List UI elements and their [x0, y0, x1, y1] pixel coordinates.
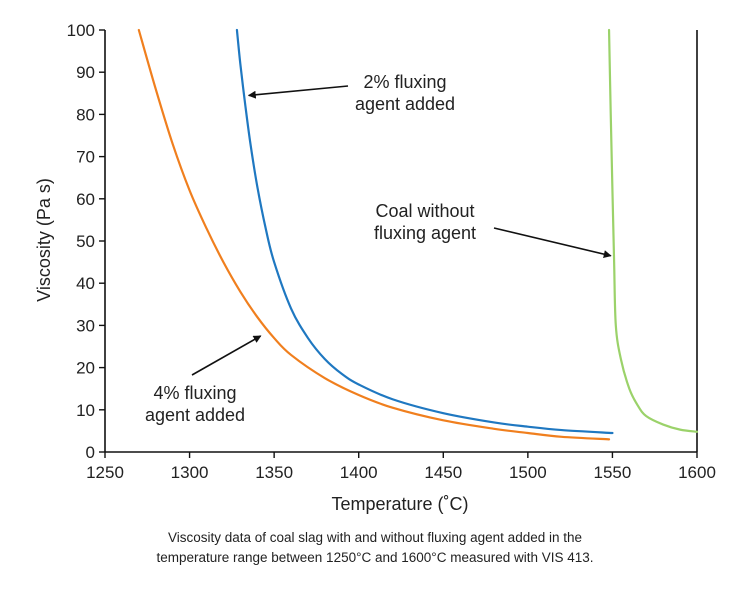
annotation-text: fluxing agent — [374, 223, 476, 243]
annotation-arrow — [493, 227, 612, 259]
annotation-text: 2% fluxing — [363, 72, 446, 92]
tick-labels: 0 10 20 30 40 50 60 70 80 90 100 1250 1300 1350 1400 14… — [67, 21, 716, 482]
x-tick-label: 1500 — [509, 463, 547, 482]
y-tick-label: 30 — [76, 316, 95, 335]
series-line-2pct-flux — [235, 28, 614, 435]
annotation-arrow — [247, 85, 349, 99]
series-line-no-flux — [607, 28, 699, 433]
annotation-text: agent added — [145, 405, 245, 425]
series-lines — [137, 28, 699, 441]
y-tick-label: 20 — [76, 359, 95, 378]
figure-caption: Viscosity data of coal slag with and wit… — [0, 528, 750, 568]
y-tick-label: 80 — [76, 105, 95, 124]
x-tick-label: 1550 — [594, 463, 632, 482]
viscosity-chart: 0 10 20 30 40 50 60 70 80 90 100 1250 1300 1350 1400 14… — [34, 21, 716, 514]
x-tick-label: 1250 — [86, 463, 124, 482]
y-axis-label: Viscosity (Pa s) — [34, 178, 54, 302]
y-tick-label: 40 — [76, 274, 95, 293]
annotation-text: agent added — [355, 94, 455, 114]
y-tick-label: 10 — [76, 401, 95, 420]
x-tick-label: 1450 — [424, 463, 462, 482]
annotation-text: 4% fluxing — [153, 383, 236, 403]
annotation-text: Coal without — [375, 201, 474, 221]
x-tick-label: 1600 — [678, 463, 716, 482]
y-tick-label: 90 — [76, 63, 95, 82]
y-tick-label: 100 — [67, 21, 95, 40]
y-tick-label: 50 — [76, 232, 95, 251]
y-tick-label: 70 — [76, 148, 95, 167]
caption-line-1: Viscosity data of coal slag with and wit… — [167, 530, 583, 545]
x-tick-label: 1350 — [255, 463, 293, 482]
y-tick-label: 60 — [76, 190, 95, 209]
caption-line-2: temperature range between 1250°C and 160… — [156, 550, 594, 565]
annotation-arrow — [191, 335, 262, 376]
y-tick-label: 0 — [86, 443, 95, 462]
axes — [99, 29, 698, 458]
x-tick-label: 1300 — [171, 463, 209, 482]
x-axis-label: Temperature (˚C) — [331, 494, 468, 514]
x-tick-label: 1400 — [340, 463, 378, 482]
series-line-4pct-flux — [137, 28, 611, 441]
